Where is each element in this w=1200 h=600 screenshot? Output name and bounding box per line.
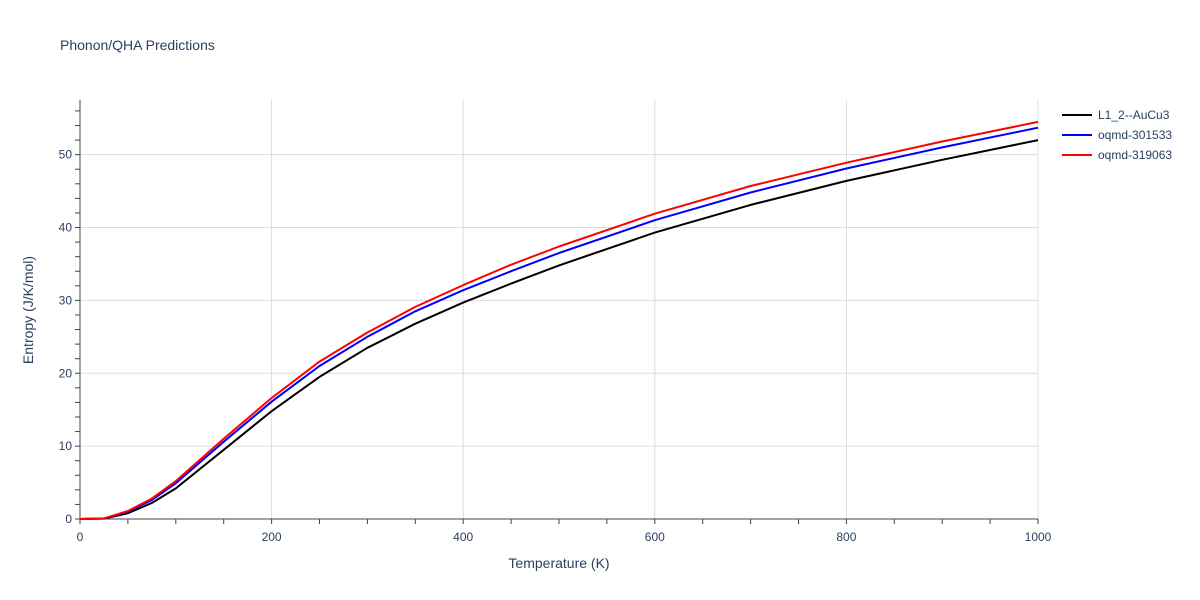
y-tick-label: 10 (59, 439, 73, 453)
x-tick-label: 400 (453, 530, 473, 544)
x-tick-label: 1000 (1025, 530, 1052, 544)
x-axis-label: Temperature (K) (508, 555, 609, 571)
x-tick-label: 600 (645, 530, 665, 544)
legend-item[interactable]: oqmd-301533 (1062, 128, 1172, 142)
legend-item[interactable]: L1_2--AuCu3 (1062, 108, 1170, 122)
grid (80, 100, 1039, 519)
series-lines (79, 120, 1039, 520)
y-tick-label: 0 (65, 512, 72, 526)
series-line-L1_2--AuCu3 (79, 139, 1039, 520)
x-tick-label: 800 (836, 530, 856, 544)
series-line-oqmd-301533 (79, 126, 1039, 520)
chart-title: Phonon/QHA Predictions (60, 37, 215, 53)
y-tick-label: 50 (59, 148, 73, 162)
legend-item[interactable]: oqmd-319063 (1062, 148, 1172, 162)
y-tick-label: 20 (59, 366, 73, 380)
x-tick-label: 0 (77, 530, 84, 544)
legend[interactable]: L1_2--AuCu3 oqmd-301533 oqmd-319063 (1062, 108, 1172, 162)
x-tick-label: 200 (262, 530, 282, 544)
legend-label: oqmd-319063 (1098, 148, 1172, 162)
y-axis-label: Entropy (J/K/mol) (20, 256, 36, 364)
axes: 0 200 400 600 800 1000 0 10 20 30 40 50 (59, 100, 1052, 544)
legend-label: oqmd-301533 (1098, 128, 1172, 142)
y-tick-label: 40 (59, 221, 73, 235)
legend-label: L1_2--AuCu3 (1098, 108, 1170, 122)
series-line-oqmd-319063 (79, 120, 1039, 520)
y-tick-label: 30 (59, 293, 73, 307)
